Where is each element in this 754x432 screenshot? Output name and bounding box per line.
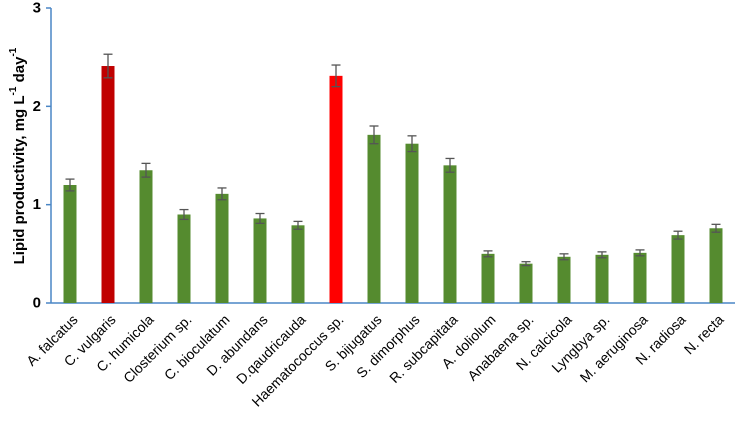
y-axis [46,7,52,304]
error-bar [445,157,455,173]
y-tick-label: 2 [33,98,41,115]
bar [443,165,457,303]
error-bar [711,223,721,233]
y-tick-label: 0 [33,295,41,312]
y-axis-label: Lipid productivity, mg L-1 day-1 [8,47,28,264]
y-tick-label: 3 [33,0,41,17]
error-bars [65,53,721,267]
bar [709,228,723,303]
error-bar [559,253,569,261]
bar [519,263,533,303]
bar [329,75,343,303]
bar [291,225,305,303]
error-bar [255,212,265,225]
error-bar [103,53,113,79]
bar [405,143,419,303]
error-bar [217,187,227,201]
error-bar [597,251,607,259]
error-bar [331,64,341,88]
bars [63,66,723,304]
bar [101,66,115,304]
category-label: N. recta [681,311,727,357]
y-tick-labels: 0 1 2 3 [33,0,41,312]
bar [215,193,229,303]
bar [177,214,191,303]
error-bar [179,208,189,221]
error-bar [407,135,417,153]
error-bar [293,220,303,230]
bar [253,218,267,303]
error-bar [483,250,493,258]
error-bar [521,261,531,267]
error-bar [369,125,379,145]
bar [139,170,153,303]
bar [557,256,571,303]
y-tick-label: 1 [33,196,41,213]
error-bar [673,230,683,240]
error-bar [635,249,645,257]
bar [595,254,609,303]
bar [633,252,647,303]
error-bar [141,162,151,178]
bar [367,134,381,303]
bar [481,253,495,303]
error-bar [65,178,75,192]
bar [63,185,77,303]
bar [671,235,685,303]
